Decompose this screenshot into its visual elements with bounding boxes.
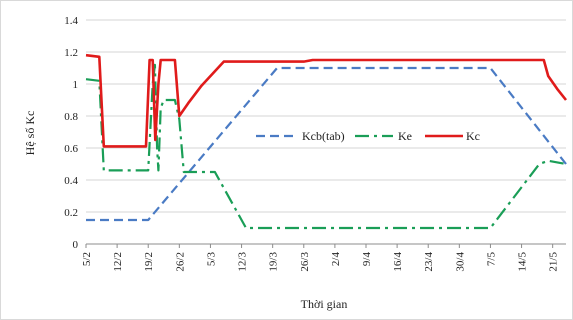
x-tick-label: 30/4 bbox=[454, 252, 466, 272]
x-tick-label: 16/4 bbox=[392, 252, 404, 272]
y-axis-title: Hệ số Kc bbox=[23, 111, 37, 156]
x-tick-label: 14/5 bbox=[517, 252, 529, 272]
x-tick-label: 23/4 bbox=[423, 252, 435, 272]
x-axis-title: Thời gian bbox=[301, 297, 348, 311]
x-tick-label: 21/5 bbox=[548, 252, 560, 272]
legend-label: Kcb(tab) bbox=[302, 129, 345, 143]
x-tick-label: 12/2 bbox=[112, 252, 124, 272]
legend-label: Kc bbox=[466, 129, 480, 143]
series-layer bbox=[85, 53, 568, 230]
y-tick-label: 1.4 bbox=[64, 15, 78, 27]
y-tick-label: 0.8 bbox=[64, 111, 78, 123]
x-tick-label: 26/2 bbox=[174, 252, 186, 272]
y-tick-label: 0.4 bbox=[64, 175, 78, 187]
y-tick-label: 1.2 bbox=[64, 47, 78, 59]
legend: Kcb(tab) Ke Kc bbox=[256, 129, 480, 143]
grid-layer bbox=[86, 19, 566, 213]
axes-layer: 0 0.2 0.4 0.6 0.8 1 1.2 1.4 5/2 12/2 19/2 26/2 5/3 12… bbox=[64, 15, 566, 272]
x-tick-label: 9/4 bbox=[361, 252, 373, 267]
y-tick-label: 0.2 bbox=[64, 207, 78, 219]
x-tick-label: 26/3 bbox=[299, 252, 311, 272]
series-line-ke bbox=[85, 63, 567, 230]
y-tick-label: 0 bbox=[73, 239, 79, 251]
x-tick-label: 12/3 bbox=[237, 252, 249, 272]
y-tick-label: 0.6 bbox=[64, 143, 78, 155]
legend-label: Ke bbox=[398, 129, 412, 143]
x-tick-label: 2/4 bbox=[330, 252, 342, 267]
y-tick-label: 1 bbox=[73, 79, 79, 91]
series-line-kc bbox=[85, 53, 568, 148]
x-tick-label: 5/2 bbox=[81, 252, 93, 266]
x-tick-label: 19/3 bbox=[268, 252, 280, 272]
x-tick-label: 5/3 bbox=[205, 252, 217, 267]
x-tick-label: 19/2 bbox=[143, 252, 155, 272]
x-tick-label: 7/5 bbox=[485, 252, 497, 267]
